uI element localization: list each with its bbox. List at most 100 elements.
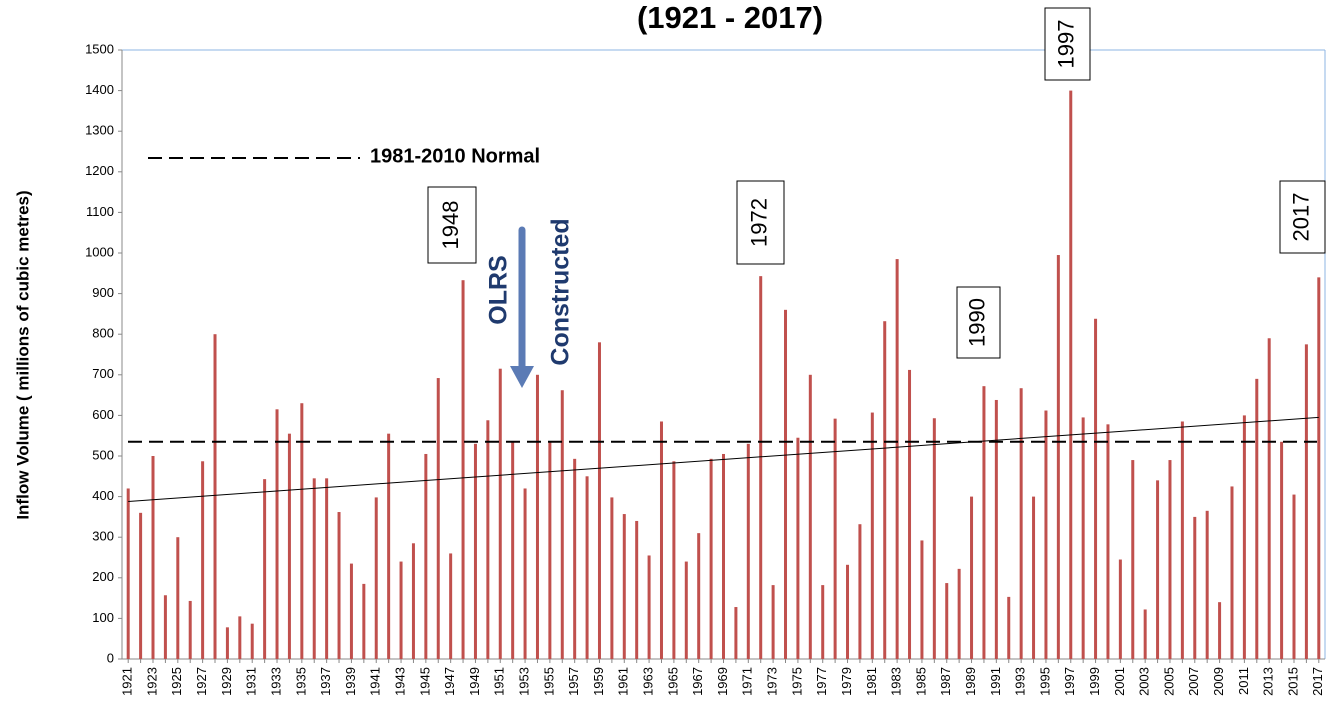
bar	[1218, 602, 1222, 659]
annotation: 1997	[1053, 20, 1078, 69]
y-tick-label: 300	[92, 529, 114, 544]
x-tick-label: 1965	[665, 667, 680, 696]
bar	[585, 476, 589, 659]
annotation: 2017	[1288, 193, 1313, 242]
bar	[796, 437, 800, 659]
x-tick-label: 1931	[244, 667, 259, 696]
annotation: 1972	[746, 198, 771, 247]
x-tick-label: 1937	[318, 667, 333, 696]
y-tick-label: 1300	[85, 123, 114, 138]
x-tick-label: 1951	[492, 667, 507, 696]
x-tick-label: 1967	[690, 667, 705, 696]
bar	[573, 458, 577, 659]
bar	[325, 478, 329, 659]
bar	[1032, 496, 1036, 659]
x-tick-label: 1947	[442, 667, 457, 696]
bar	[473, 443, 477, 659]
bar	[659, 421, 663, 659]
bar	[424, 453, 428, 659]
x-tick-label: 1955	[541, 667, 556, 696]
x-tick-label: 1971	[740, 667, 755, 696]
x-tick-label: 1975	[789, 667, 804, 696]
bar	[263, 479, 267, 659]
x-tick-label: 1997	[1062, 667, 1077, 696]
bar	[523, 488, 527, 659]
bar	[275, 409, 279, 659]
y-tick-label: 500	[92, 447, 114, 462]
bar	[1056, 255, 1060, 659]
y-tick-label: 200	[92, 569, 114, 584]
bar	[213, 334, 217, 659]
bar	[597, 342, 601, 659]
annotation-box	[736, 180, 785, 265]
bar	[635, 520, 639, 659]
x-tick-label: 2007	[1186, 667, 1201, 696]
annotation: 1990	[964, 298, 989, 347]
bar	[337, 512, 341, 659]
x-tick-label: 1929	[219, 667, 234, 696]
bar	[672, 461, 676, 659]
trend-line	[128, 416, 1319, 502]
bar	[1193, 516, 1197, 659]
x-tick-label: 1945	[417, 667, 432, 696]
y-tick-label: 800	[92, 326, 114, 341]
bar	[1180, 421, 1184, 659]
bar	[932, 418, 936, 659]
x-tick-label: 2013	[1261, 667, 1276, 696]
x-tick-label: 2009	[1211, 667, 1226, 696]
x-tick-label: 1923	[144, 667, 159, 696]
annotation-box	[427, 186, 477, 264]
bar	[511, 441, 515, 659]
bar	[1069, 90, 1073, 660]
bar	[1242, 415, 1246, 659]
bar	[188, 600, 192, 659]
y-axis-label: Inflow Volume ( millions of cubic metres…	[13, 190, 32, 519]
x-tick-label: 1981	[864, 667, 879, 696]
annotation-box	[1044, 7, 1091, 81]
y-tick-label: 0	[107, 650, 114, 665]
x-tick-label: 1943	[392, 667, 407, 696]
bar	[722, 453, 725, 659]
bar	[895, 259, 899, 659]
bar	[238, 616, 242, 659]
x-tick-label: 1953	[517, 667, 532, 696]
x-tick-label: 1921	[120, 667, 135, 696]
bar	[449, 553, 453, 659]
bar	[250, 623, 254, 659]
bar	[498, 368, 502, 659]
bar	[374, 497, 378, 659]
x-tick-label: 2011	[1236, 667, 1251, 695]
bar	[1230, 486, 1234, 659]
x-tick-label: 1927	[194, 667, 209, 696]
bar	[1205, 510, 1209, 659]
bar	[1106, 424, 1110, 659]
bar	[399, 561, 403, 659]
bar	[970, 496, 974, 659]
chart-title: (1921 - 2017)	[637, 0, 823, 35]
x-tick-label: 2017	[1310, 667, 1325, 696]
x-tick-label: 1989	[963, 667, 978, 696]
bar	[994, 399, 998, 659]
bar	[846, 564, 850, 659]
bar	[684, 561, 688, 659]
x-tick-label: 1985	[913, 667, 928, 696]
annotation-box	[1279, 180, 1326, 254]
annotation-box	[956, 286, 1001, 359]
bar	[1267, 338, 1271, 659]
bar	[771, 585, 775, 659]
x-tick-label: 1991	[988, 667, 1003, 696]
annotation: 1948	[438, 201, 463, 250]
bar	[746, 443, 750, 659]
y-tick-label: 400	[92, 488, 114, 503]
x-tick-label: 1925	[169, 667, 184, 696]
bar	[858, 524, 862, 659]
x-tick-label: 2015	[1285, 667, 1300, 696]
x-tick-label: 1987	[938, 667, 953, 696]
bar	[1118, 559, 1122, 659]
bar	[1168, 460, 1172, 659]
bar	[1304, 344, 1308, 659]
bar	[287, 433, 291, 659]
bar	[387, 433, 391, 659]
bar	[1044, 410, 1048, 659]
